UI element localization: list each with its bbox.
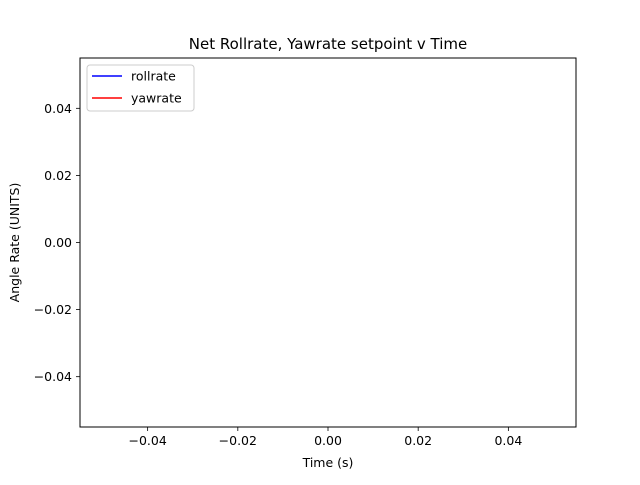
y-tick-label: 0.04 (44, 101, 72, 116)
x-axis-label: Time (s) (302, 455, 354, 470)
x-tick-label: 0.04 (494, 433, 522, 448)
y-axis: −0.04 −0.02 0.00 0.02 0.04 (34, 101, 80, 384)
legend: rollrate yawrate (86, 64, 195, 112)
x-tick-label: 0.00 (314, 433, 342, 448)
y-tick-label: 0.00 (44, 235, 72, 250)
x-tick-label: −0.04 (128, 433, 166, 448)
legend-label-yawrate: yawrate (131, 91, 182, 106)
legend-label-rollrate: rollrate (131, 69, 176, 84)
chart-title: Net Rollrate, Yawrate setpoint v Time (189, 35, 467, 53)
y-tick-label: 0.02 (44, 168, 72, 183)
y-tick-label: −0.04 (34, 369, 72, 384)
x-tick-label: 0.02 (404, 433, 432, 448)
x-axis: −0.04 −0.02 0.00 0.02 0.04 (128, 427, 522, 448)
y-axis-label: Angle Rate (UNITS) (7, 183, 22, 303)
y-tick-label: −0.02 (34, 302, 72, 317)
x-tick-label: −0.02 (219, 433, 257, 448)
